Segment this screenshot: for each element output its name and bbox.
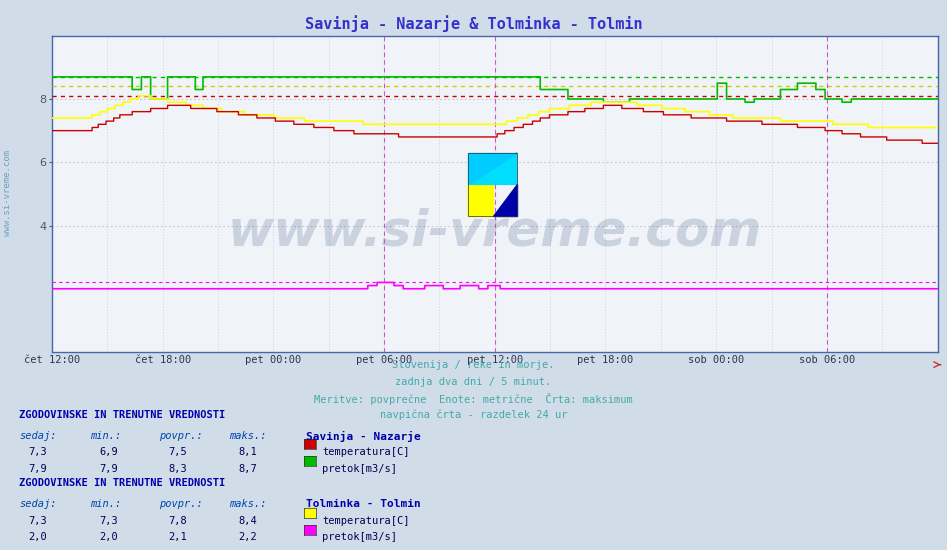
Text: temperatura[C]: temperatura[C] <box>322 516 409 526</box>
Text: pretok[m3/s]: pretok[m3/s] <box>322 464 397 474</box>
Text: 7,3: 7,3 <box>99 516 118 526</box>
Text: 6,9: 6,9 <box>99 447 118 457</box>
Text: pretok[m3/s]: pretok[m3/s] <box>322 532 397 542</box>
Text: povpr.:: povpr.: <box>159 431 203 441</box>
Text: navpična črta - razdelek 24 ur: navpična črta - razdelek 24 ur <box>380 410 567 420</box>
Text: 7,3: 7,3 <box>28 516 47 526</box>
Text: 2,0: 2,0 <box>28 532 47 542</box>
Text: 2,0: 2,0 <box>99 532 118 542</box>
Text: www.si-vreme.com: www.si-vreme.com <box>227 208 762 256</box>
Polygon shape <box>468 184 492 216</box>
Text: 7,9: 7,9 <box>28 464 47 474</box>
Text: Meritve: povprečne  Enote: metrične  Črta: maksimum: Meritve: povprečne Enote: metrične Črta:… <box>314 393 633 405</box>
Text: Savinja - Nazarje & Tolminka - Tolmin: Savinja - Nazarje & Tolminka - Tolmin <box>305 15 642 32</box>
Bar <box>468 184 492 216</box>
Text: temperatura[C]: temperatura[C] <box>322 447 409 457</box>
Text: 2,2: 2,2 <box>239 532 258 542</box>
Text: Savinja - Nazarje: Savinja - Nazarje <box>306 431 420 442</box>
Text: 8,4: 8,4 <box>239 516 258 526</box>
Polygon shape <box>468 153 517 184</box>
Text: 2,1: 2,1 <box>169 532 188 542</box>
Text: sedaj:: sedaj: <box>19 431 57 441</box>
Bar <box>468 153 517 216</box>
Text: Slovenija / reke in morje.: Slovenija / reke in morje. <box>392 360 555 370</box>
Text: 8,3: 8,3 <box>169 464 188 474</box>
Text: 7,5: 7,5 <box>169 447 188 457</box>
Text: 8,1: 8,1 <box>239 447 258 457</box>
Polygon shape <box>468 153 517 184</box>
Text: ZGODOVINSKE IN TRENUTNE VREDNOSTI: ZGODOVINSKE IN TRENUTNE VREDNOSTI <box>19 478 225 488</box>
Polygon shape <box>492 184 517 216</box>
Text: ZGODOVINSKE IN TRENUTNE VREDNOSTI: ZGODOVINSKE IN TRENUTNE VREDNOSTI <box>19 410 225 420</box>
Text: www.si-vreme.com: www.si-vreme.com <box>3 150 12 235</box>
Text: min.:: min.: <box>90 499 121 509</box>
Text: sedaj:: sedaj: <box>19 499 57 509</box>
Text: min.:: min.: <box>90 431 121 441</box>
Text: maks.:: maks.: <box>229 499 267 509</box>
Text: zadnja dva dni / 5 minut.: zadnja dva dni / 5 minut. <box>396 377 551 387</box>
Text: 8,7: 8,7 <box>239 464 258 474</box>
Text: povpr.:: povpr.: <box>159 499 203 509</box>
Text: Tolminka - Tolmin: Tolminka - Tolmin <box>306 499 420 509</box>
Text: 7,3: 7,3 <box>28 447 47 457</box>
Text: 7,9: 7,9 <box>99 464 118 474</box>
Text: maks.:: maks.: <box>229 431 267 441</box>
Text: 7,8: 7,8 <box>169 516 188 526</box>
